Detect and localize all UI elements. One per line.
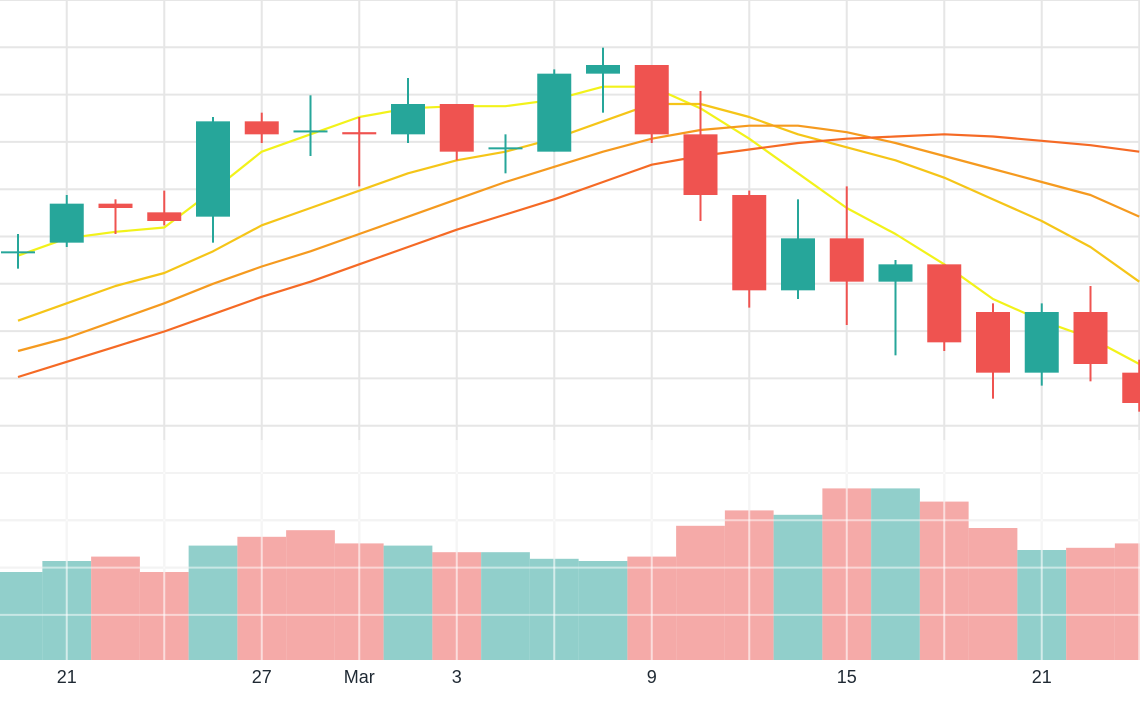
candle-body (829, 238, 864, 282)
candle-body (927, 264, 962, 343)
candle-body (976, 312, 1010, 373)
volume-bar (871, 488, 920, 660)
candle-body (147, 212, 182, 221)
volume-bar (481, 552, 530, 660)
volume-bar (1066, 547, 1115, 660)
moving-average-line (17, 124, 1140, 353)
volume-bar (0, 572, 43, 660)
x-tick-label: 21 (57, 667, 77, 687)
candle-body (683, 134, 718, 195)
moving-average-lines (17, 85, 1140, 379)
candle-body (293, 130, 328, 133)
x-tick-label: 27 (252, 667, 272, 687)
volume-bar (773, 514, 823, 660)
volume-bar (91, 556, 140, 660)
candle-body (244, 121, 279, 135)
candle-body (1, 251, 35, 254)
moving-average-line (17, 85, 1140, 365)
candle-body (732, 195, 767, 291)
candle-body (1073, 312, 1108, 364)
volume-bar (968, 528, 1018, 660)
candle-body (586, 65, 620, 74)
candle-body (342, 132, 377, 135)
volume-bar (676, 525, 725, 660)
volume-bar (286, 530, 335, 660)
volume-bar (188, 545, 238, 660)
x-tick-label: 15 (837, 667, 857, 687)
candle-body (49, 203, 84, 243)
x-tick-label: 9 (647, 667, 657, 687)
x-tick-label: 21 (1032, 667, 1052, 687)
candle-body (391, 104, 425, 135)
x-tick-label: Mar (344, 667, 375, 687)
volume-bar (1114, 543, 1140, 660)
moving-average-line (17, 102, 1140, 322)
candle-body (439, 104, 474, 152)
x-tick-label: 3 (452, 667, 462, 687)
volume-bars (0, 440, 1140, 660)
moving-average-line (17, 133, 1140, 379)
candle-body (488, 147, 523, 150)
candle-body (1024, 312, 1059, 373)
candle-body (878, 264, 913, 282)
volume-bar (578, 561, 628, 660)
x-axis: 21 27 Mar 3 9 15 21 (57, 667, 1052, 687)
candle-body (634, 65, 669, 135)
candle-body (98, 203, 133, 208)
candles (1, 47, 1140, 412)
candle-body (537, 73, 572, 152)
candle-body (781, 238, 815, 291)
volume-bar (383, 545, 433, 660)
candle-body (1122, 372, 1140, 403)
candle-body (196, 121, 230, 217)
